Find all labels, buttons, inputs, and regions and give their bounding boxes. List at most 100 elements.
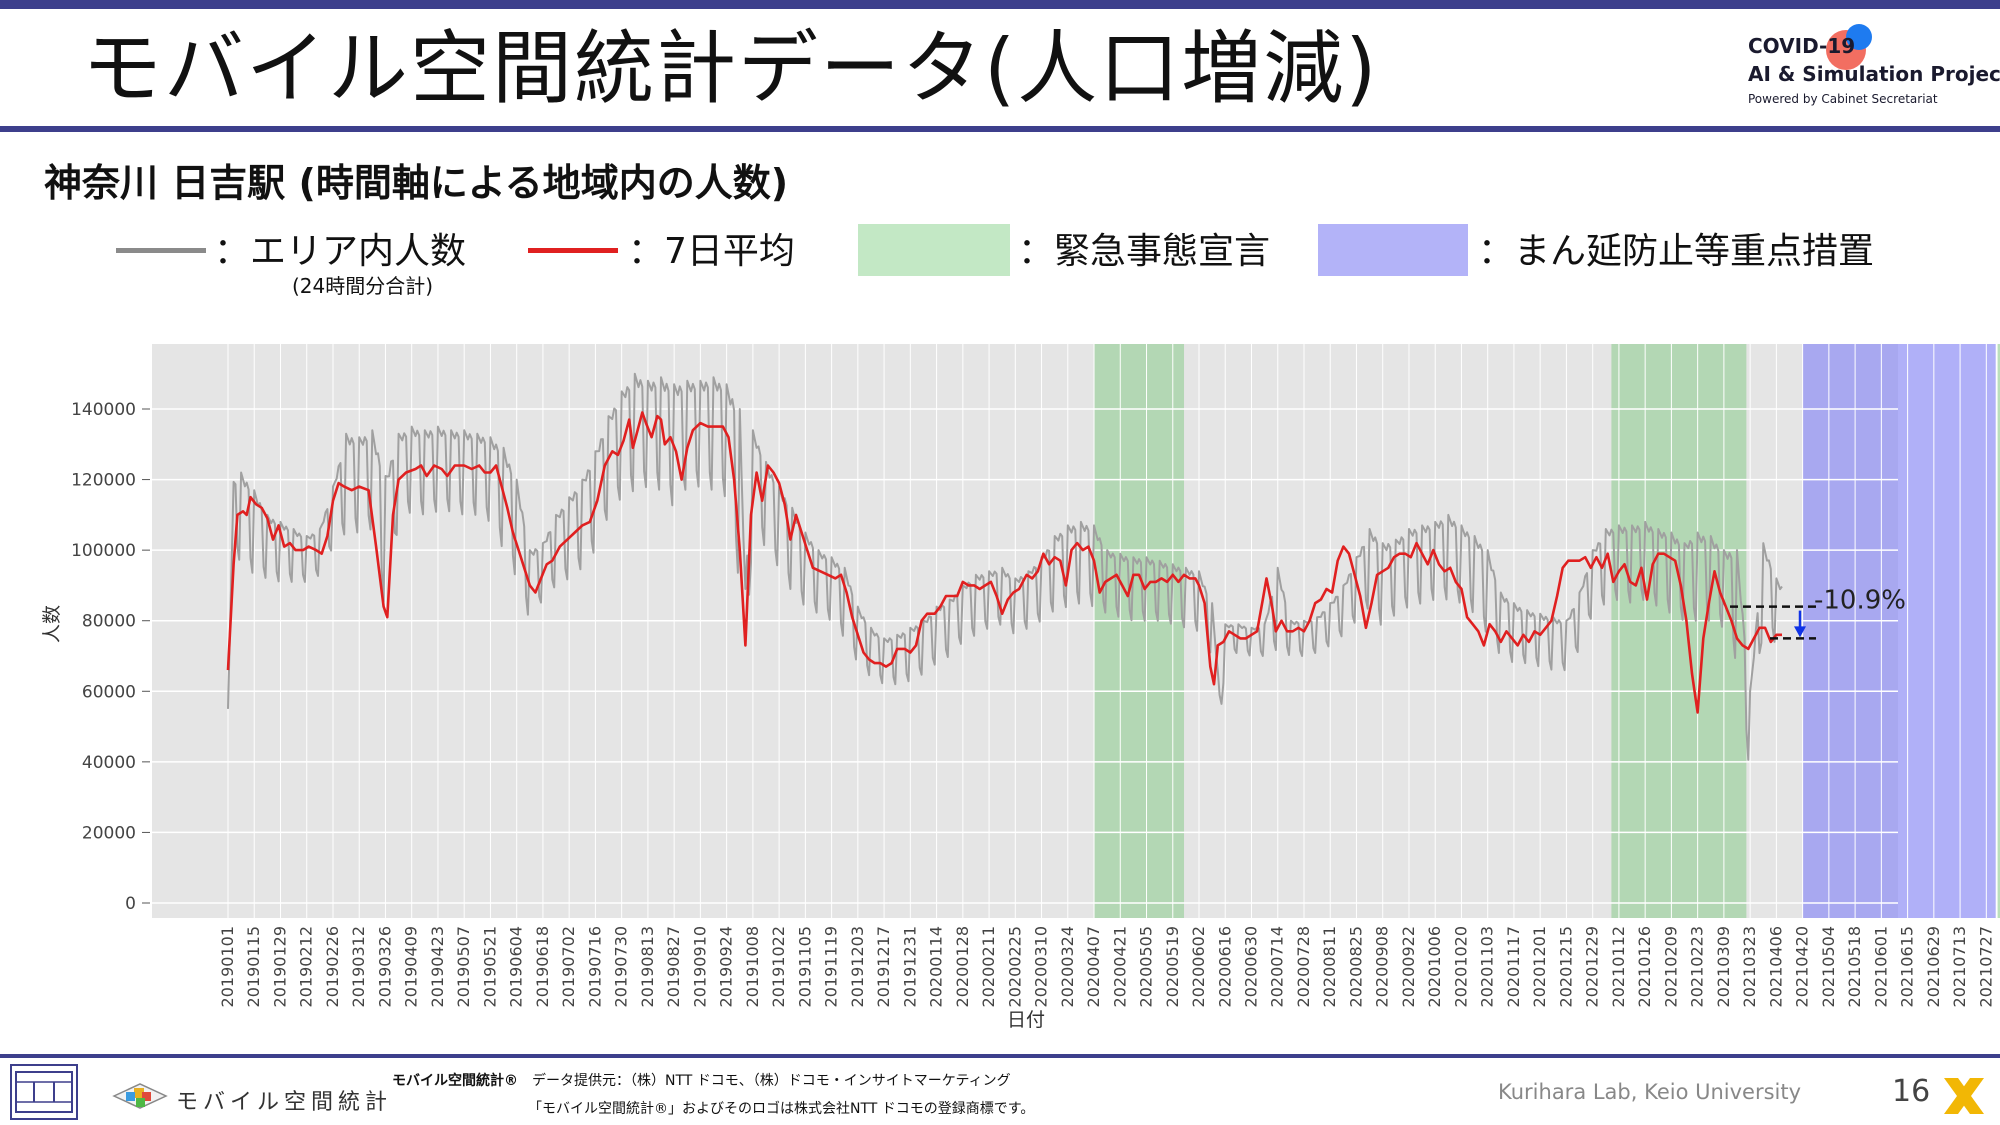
x-tick-label: 20190730 [612,926,631,1007]
x-tick-label: 20190212 [297,926,316,1007]
x-axis-label: 日付 [1007,1009,1045,1031]
x-tick-label: 20210323 [1740,926,1759,1007]
y-tick-label: 0 [125,894,136,914]
logo-line-2: AI & Simulation Project [1748,62,2000,86]
shaded-period-3 [1997,344,2000,918]
x-tick-label: 20190618 [533,926,552,1007]
top-accent-bar [0,0,2000,9]
x-tick-label: 20190129 [270,926,289,1007]
x-tick-label: 20190409 [402,926,421,1007]
y-tick-label: 60000 [82,682,136,702]
page-title: モバイル空間統計データ(人口増減) [82,22,1379,115]
covid-project-logo: COVID-19 AI & Simulation Project Powered… [1744,22,2000,118]
x-tick-label: 20210420 [1793,926,1812,1007]
population-line-chart: 020000400006000080000100000120000140000 … [41,344,2000,1031]
y-tick-label: 100000 [71,541,136,561]
x-tick-label: 20191231 [900,926,919,1007]
x-tick-label: 20190312 [349,926,368,1007]
x-tick-label: 20190101 [218,926,237,1007]
x-logo-icon [1944,1078,1984,1114]
x-tick-label: 20201201 [1530,926,1549,1007]
x-tick-label: 20201020 [1451,926,1470,1007]
x-tick-label: 20210518 [1845,926,1864,1007]
mobile-stats-logo-text: モバイル空間統計 [176,1090,393,1115]
x-tick-label: 20191008 [743,926,762,1007]
legend-gray-note: (24時間分合計) [292,274,434,298]
x-tick-label: 20201103 [1478,926,1497,1007]
legend-gray-label: ：エリア内人数 [214,231,467,272]
x-tick-label: 20190326 [375,926,394,1007]
x-tick-label: 20200922 [1399,926,1418,1007]
x-tick-label: 20200128 [953,926,972,1007]
x-tick-label: 20190521 [480,926,499,1007]
series-line-area-population [227,372,1783,761]
x-tick-label: 20201117 [1504,926,1523,1007]
y-axis-label: 人数 [41,605,63,643]
x-tick-label: 20210112 [1609,926,1628,1007]
x-tick-label: 20191203 [848,926,867,1007]
y-tick-label: 40000 [82,753,136,773]
x-tick-label: 20200825 [1346,926,1365,1007]
x-tick-label: 20210209 [1661,926,1680,1007]
x-tick-label: 20201215 [1556,926,1575,1007]
x-tick-label: 20210223 [1688,926,1707,1007]
x-tick-label: 20190423 [428,926,447,1007]
x-tick-label: 20210629 [1924,926,1943,1007]
x-tick-label: 20201229 [1583,926,1602,1007]
x-tick-label: 20200811 [1320,926,1339,1007]
x-tick-label: 20200728 [1294,926,1313,1007]
x-tick-label: 20210406 [1766,926,1785,1007]
x-tick-label: 20201006 [1425,926,1444,1007]
x-tick-label: 20200310 [1032,926,1051,1007]
x-tick-label: 20190924 [717,926,736,1007]
trademark-text: 「モバイル空間統計®」およびそのロゴは株式会社NTT ドコモの登録商標です。 [528,1101,1035,1117]
x-tick-label: 20190226 [323,926,342,1007]
y-tick-label: 80000 [82,612,136,632]
logo-line-3: Powered by Cabinet Secretariat [1748,92,1938,106]
x-tick-label: 20210126 [1635,926,1654,1007]
x-tick-label: 20200225 [1005,926,1024,1007]
x-tick-label: 20191105 [795,926,814,1007]
legend-green-swatch [858,224,1010,276]
y-tick-label: 20000 [82,823,136,843]
x-tick-label: 20200519 [1163,926,1182,1007]
x-tick-label: 20200421 [1110,926,1129,1007]
x-tick-label: 20200616 [1215,926,1234,1007]
x-tick-label: 20200324 [1058,926,1077,1007]
shaded-period-2 [1802,344,1996,918]
x-tick-label: 20200211 [979,926,998,1007]
series-line-7day-average [226,411,1782,714]
y-tick-label: 120000 [71,471,136,491]
annotation-label: -10.9% [1814,586,1906,616]
plot-background [152,344,1898,918]
x-tick-label: 20191022 [769,926,788,1007]
legend-red-label: ：7日平均 [628,231,795,272]
logo-line-1: COVID-19 [1748,34,1856,58]
x-tick-label: 20190507 [454,926,473,1007]
x-tick-label: 20200908 [1373,926,1392,1007]
y-tick-label: 140000 [71,400,136,420]
x-tick-label: 20190827 [664,926,683,1007]
data-provider-text: データ提供元：（株）NTT ドコモ、（株）ドコモ・インサイトマーケティング [532,1073,1011,1089]
footer-divider [0,1054,2000,1058]
title-divider [0,126,2000,132]
x-tick-label: 20200505 [1137,926,1156,1007]
lab-credit: Kurihara Lab, Keio University [1498,1080,1802,1104]
x-tick-label: 20200407 [1084,926,1103,1007]
x-tick-label: 20190702 [559,926,578,1007]
x-tick-label: 20190813 [638,926,657,1007]
x-tick-label: 20200602 [1189,926,1208,1007]
legend-blue-label: ：まん延防止等重点措置 [1478,231,1875,272]
annotation-arrow-head [1794,626,1806,638]
mobile-stats-logo-icon [110,1076,170,1114]
x-tick-label: 20210727 [1976,926,1995,1007]
page-number: 16 [1892,1074,1931,1109]
x-tick-label: 20190910 [690,926,709,1007]
brand-mark: モバイル空間統計® [392,1073,518,1089]
x-tick-label: 20210601 [1871,926,1890,1007]
legend-green-label: ：緊急事態宣言 [1018,231,1271,272]
x-tick-label: 20210713 [1950,926,1969,1007]
x-tick-label: 20190604 [507,926,526,1007]
university-logo-icon [10,1064,78,1120]
blue-dot-icon [1846,24,1872,50]
